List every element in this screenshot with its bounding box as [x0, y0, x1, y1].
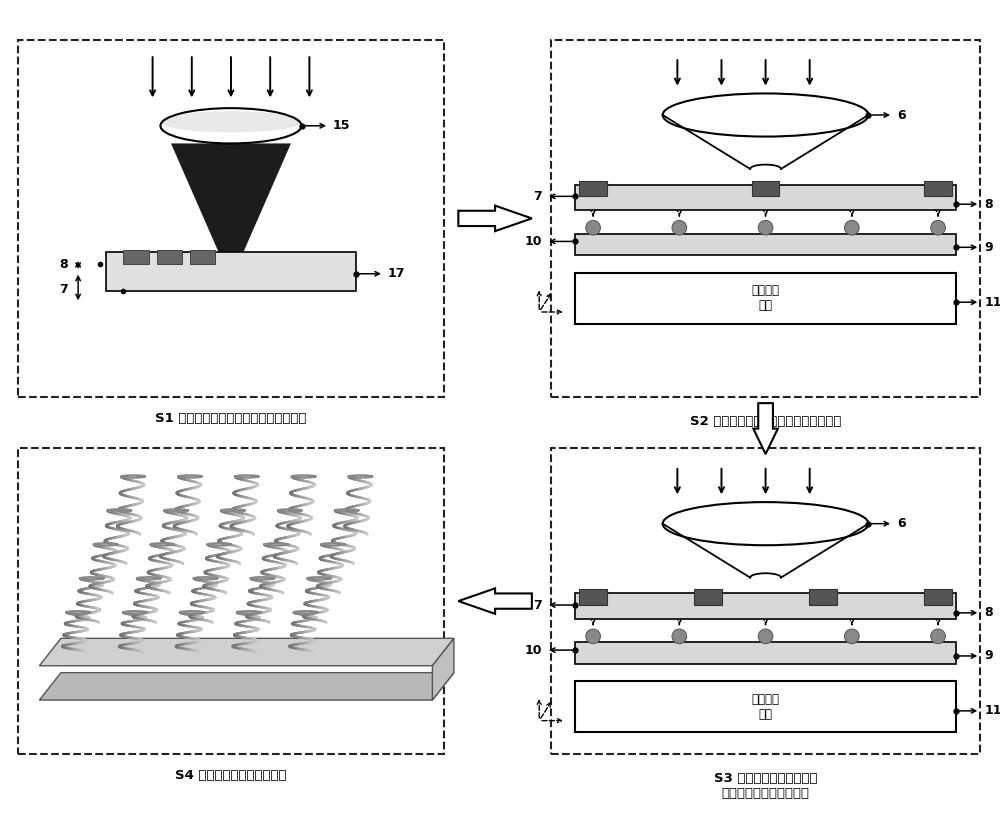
Circle shape	[672, 629, 687, 644]
Bar	[809, 590, 837, 605]
Polygon shape	[458, 588, 532, 613]
Circle shape	[586, 220, 600, 235]
Bar	[575, 273, 956, 324]
Bar	[18, 39, 444, 397]
Ellipse shape	[160, 108, 302, 143]
Text: S3 移动接收基底确定先后
沉积微滴阵列的落点位置: S3 移动接收基底确定先后 沉积微滴阵列的落点位置	[714, 771, 817, 799]
Text: 6: 6	[897, 517, 906, 530]
Text: 9: 9	[984, 649, 993, 663]
Bar	[924, 590, 952, 605]
Bar	[106, 252, 356, 292]
Bar	[575, 681, 956, 732]
Bar	[752, 181, 779, 197]
Text: S4 三维微结构阵列并行打印: S4 三维微结构阵列并行打印	[175, 769, 287, 781]
Polygon shape	[753, 403, 778, 454]
Text: 10: 10	[525, 644, 542, 657]
Text: 6: 6	[897, 108, 906, 121]
Bar	[551, 39, 980, 397]
Bar	[579, 590, 607, 605]
Circle shape	[758, 220, 773, 235]
Text: 8: 8	[60, 259, 68, 271]
Bar	[694, 590, 722, 605]
Ellipse shape	[663, 502, 868, 545]
Text: 7: 7	[60, 283, 68, 296]
Polygon shape	[171, 143, 291, 258]
Text: 15: 15	[333, 120, 350, 133]
Bar	[575, 593, 956, 618]
Bar	[157, 251, 182, 264]
Bar	[551, 448, 980, 754]
Bar	[579, 181, 607, 197]
Ellipse shape	[160, 111, 302, 133]
Circle shape	[931, 629, 945, 644]
Polygon shape	[432, 638, 454, 700]
Text: 10: 10	[525, 235, 542, 248]
Bar	[924, 181, 952, 197]
Text: 三维运动
平台: 三维运动 平台	[752, 284, 780, 312]
Text: 三维运动
平台: 三维运动 平台	[752, 693, 780, 721]
Text: 11: 11	[984, 704, 1000, 717]
Polygon shape	[39, 638, 454, 666]
Polygon shape	[39, 672, 454, 700]
Bar	[123, 251, 149, 264]
Text: 8: 8	[984, 197, 993, 210]
Circle shape	[672, 220, 687, 235]
Text: 7: 7	[533, 190, 542, 203]
Text: 7: 7	[533, 599, 542, 612]
Text: 11: 11	[984, 296, 1000, 309]
Bar	[575, 184, 956, 210]
Text: 17: 17	[388, 267, 405, 280]
Polygon shape	[458, 206, 532, 231]
Bar	[18, 448, 444, 754]
Bar	[190, 251, 215, 264]
Bar	[575, 233, 956, 256]
Circle shape	[586, 629, 600, 644]
Text: 8: 8	[984, 606, 993, 619]
Text: S2 脉冲激光驱动分块薄膜形成微滴阵列: S2 脉冲激光驱动分块薄膜形成微滴阵列	[690, 415, 841, 428]
Circle shape	[758, 629, 773, 644]
Text: 9: 9	[984, 241, 993, 254]
Text: S1 聚焦激光扫描切割制备分块薄膜阵列: S1 聚焦激光扫描切割制备分块薄膜阵列	[155, 412, 307, 425]
Bar	[575, 642, 956, 664]
Circle shape	[931, 220, 945, 235]
Circle shape	[844, 220, 859, 235]
Ellipse shape	[663, 93, 868, 137]
Circle shape	[844, 629, 859, 644]
